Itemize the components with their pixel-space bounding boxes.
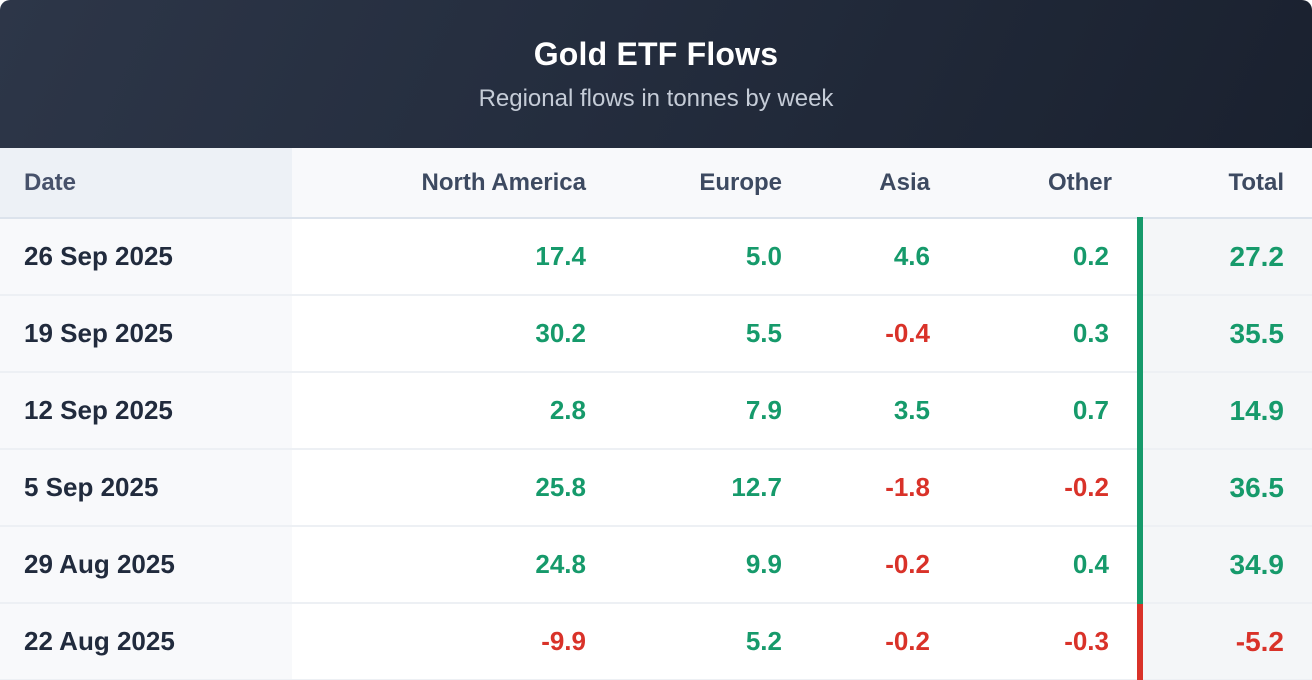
- value-cell-north-america: 17.4: [292, 218, 614, 296]
- table-row: 26 Sep 2025 17.4 5.0 4.6 0.2 27.2: [0, 218, 1312, 296]
- column-header-north-america: North America: [292, 148, 614, 219]
- total-cell: -5.2: [1137, 603, 1312, 680]
- card-header: Gold ETF Flows Regional flows in tonnes …: [0, 0, 1312, 148]
- value-cell-asia: -1.8: [810, 449, 958, 527]
- total-cell: 27.2: [1137, 218, 1312, 296]
- table-row: 29 Aug 2025 24.8 9.9 -0.2 0.4 34.9: [0, 526, 1312, 604]
- column-header-date: Date: [0, 148, 292, 219]
- table-row: 19 Sep 2025 30.2 5.5 -0.4 0.3 35.5: [0, 295, 1312, 373]
- value-cell-europe: 5.5: [614, 295, 810, 373]
- value-cell-other: -0.2: [958, 449, 1140, 527]
- value-cell-asia: -0.2: [810, 526, 958, 604]
- value-cell-north-america: 2.8: [292, 372, 614, 450]
- column-header-asia: Asia: [810, 148, 958, 219]
- table-row: 12 Sep 2025 2.8 7.9 3.5 0.7 14.9: [0, 372, 1312, 450]
- value-cell-europe: 5.0: [614, 218, 810, 296]
- column-header-other: Other: [958, 148, 1140, 219]
- table-row: 5 Sep 2025 25.8 12.7 -1.8 -0.2 36.5: [0, 449, 1312, 527]
- value-cell-asia: 4.6: [810, 218, 958, 296]
- page-subtitle: Regional flows in tonnes by week: [478, 84, 834, 112]
- value-cell-other: 0.4: [958, 526, 1140, 604]
- total-cell: 36.5: [1137, 449, 1312, 527]
- value-cell-europe: 12.7: [614, 449, 810, 527]
- date-cell: 12 Sep 2025: [0, 372, 292, 450]
- total-cell: 35.5: [1137, 295, 1312, 373]
- column-header-total: Total: [1140, 148, 1312, 219]
- value-cell-asia: -0.4: [810, 295, 958, 373]
- value-cell-north-america: 25.8: [292, 449, 614, 527]
- value-cell-europe: 7.9: [614, 372, 810, 450]
- page-title: Gold ETF Flows: [533, 35, 779, 72]
- value-cell-other: 0.7: [958, 372, 1140, 450]
- date-cell: 29 Aug 2025: [0, 526, 292, 604]
- value-cell-europe: 5.2: [614, 603, 810, 680]
- value-cell-other: 0.3: [958, 295, 1140, 373]
- value-cell-asia: 3.5: [810, 372, 958, 450]
- table-header-row: Date North America Europe Asia Other Tot…: [0, 148, 1312, 219]
- date-cell: 26 Sep 2025: [0, 218, 292, 296]
- value-cell-other: 0.2: [958, 218, 1140, 296]
- total-cell: 14.9: [1137, 372, 1312, 450]
- value-cell-north-america: 24.8: [292, 526, 614, 604]
- value-cell-europe: 9.9: [614, 526, 810, 604]
- date-cell: 19 Sep 2025: [0, 295, 292, 373]
- column-header-europe: Europe: [614, 148, 810, 219]
- value-cell-asia: -0.2: [810, 603, 958, 680]
- date-cell: 5 Sep 2025: [0, 449, 292, 527]
- total-cell: 34.9: [1137, 526, 1312, 604]
- date-cell: 22 Aug 2025: [0, 603, 292, 680]
- value-cell-other: -0.3: [958, 603, 1140, 680]
- value-cell-north-america: -9.9: [292, 603, 614, 680]
- table-row: 22 Aug 2025 -9.9 5.2 -0.2 -0.3 -5.2: [0, 603, 1312, 680]
- value-cell-north-america: 30.2: [292, 295, 614, 373]
- flows-table: Date North America Europe Asia Other Tot…: [0, 148, 1312, 680]
